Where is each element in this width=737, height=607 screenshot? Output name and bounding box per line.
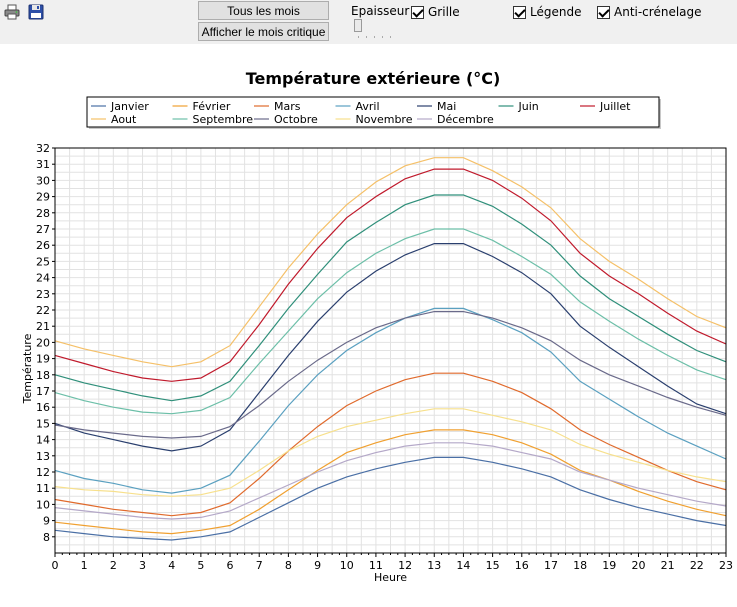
series-line [54, 157, 727, 368]
slider-tick [366, 36, 367, 38]
legend-entry: Décembre [437, 113, 494, 126]
y-tick-label: 23 [36, 288, 50, 301]
legend-entry: Juillet [599, 100, 631, 113]
legend-entry: Mars [274, 100, 301, 113]
x-tick-label: 4 [168, 559, 175, 572]
y-tick-label: 18 [36, 369, 50, 382]
x-axis-label: Heure [374, 571, 407, 584]
x-tick-label: 0 [52, 559, 59, 572]
x-tick-label: 23 [719, 559, 733, 572]
x-tick-label: 2 [110, 559, 117, 572]
y-tick-label: 17 [36, 385, 50, 398]
x-tick-label: 11 [369, 559, 383, 572]
y-tick-label: 9 [43, 515, 50, 528]
thickness-label: Epaisseur [351, 4, 410, 18]
legend-entry: Avril [356, 100, 380, 113]
temperature-chart: Température extérieure (°C) Janvier Févrie… [21, 69, 733, 584]
series-line [54, 168, 727, 382]
series-line [54, 311, 727, 439]
legend-entry: Aout [111, 113, 137, 126]
x-tick-label: 10 [340, 559, 354, 572]
x-tick-label: 13 [427, 559, 441, 572]
floppy-disk-icon[interactable] [28, 4, 44, 20]
y-tick-label: 21 [36, 320, 50, 333]
series-line [54, 372, 727, 517]
all-months-button[interactable]: Tous les mois [198, 1, 329, 20]
legend-entry: Juin [518, 100, 539, 113]
legend-checkbox[interactable]: Légende [513, 4, 581, 20]
slider-tick [390, 36, 391, 38]
series-line [54, 442, 727, 520]
legend-checkbox-label: Légende [530, 5, 582, 19]
y-tick-label: 16 [36, 401, 50, 414]
series-line [54, 243, 727, 452]
x-tick-label: 6 [227, 559, 234, 572]
legend-entry: Octobre [274, 113, 318, 126]
y-tick-label: 26 [36, 239, 50, 252]
x-tick-label: 18 [573, 559, 587, 572]
checkbox-checked-icon[interactable] [597, 5, 610, 19]
slider-tick [382, 36, 383, 38]
toolbar: Tous les mois Afficher le mois critique … [0, 0, 737, 44]
series-line [54, 307, 727, 494]
y-tick-label: 24 [36, 272, 50, 285]
y-tick-label: 25 [36, 255, 50, 268]
y-tick-label: 15 [36, 417, 50, 430]
x-tick-label: 14 [456, 559, 470, 572]
series-line [54, 456, 727, 541]
x-tick-label: 5 [197, 559, 204, 572]
series-line [54, 228, 727, 415]
x-tick-label: 9 [314, 559, 321, 572]
thickness-slider[interactable] [352, 19, 398, 39]
y-tick-label: 10 [36, 498, 50, 511]
y-tick-label: 20 [36, 336, 50, 349]
series-line [54, 194, 727, 402]
x-tick-label: 20 [631, 559, 645, 572]
y-tick-label: 12 [36, 466, 50, 479]
grid-checkbox-label: Grille [428, 5, 460, 19]
slider-tick [358, 36, 359, 38]
legend-box [86, 96, 660, 128]
y-tick-label: 11 [36, 482, 50, 495]
critical-month-button[interactable]: Afficher le mois critique [198, 22, 329, 41]
y-tick-label: 8 [43, 531, 50, 544]
slider-thumb[interactable] [354, 19, 362, 32]
printer-icon[interactable] [4, 4, 20, 20]
antialias-checkbox-label: Anti-crénelage [614, 5, 702, 19]
x-tick-label: 17 [544, 559, 558, 572]
grid-checkbox[interactable]: Grille [411, 4, 460, 20]
checkbox-checked-icon[interactable] [411, 5, 424, 19]
legend-entry: Février [193, 100, 231, 113]
y-axis-label: Température [21, 333, 34, 404]
x-tick-label: 1 [81, 559, 88, 572]
y-tick-label: 30 [36, 174, 50, 187]
slider-tick [374, 36, 375, 38]
y-tick-label: 29 [36, 191, 50, 204]
legend-entry: Mai [437, 100, 456, 113]
antialias-checkbox[interactable]: Anti-crénelage [597, 4, 702, 20]
y-tick-label: 32 [36, 142, 50, 155]
x-tick-label: 21 [661, 559, 675, 572]
x-tick-label: 16 [515, 559, 529, 572]
chart-title: Température extérieure (°C) [246, 69, 501, 88]
y-tick-label: 28 [36, 207, 50, 220]
y-tick-label: 27 [36, 223, 50, 236]
legend-entry: Janvier [110, 100, 149, 113]
legend-entry: Septembre [193, 113, 254, 126]
x-tick-label: 15 [486, 559, 500, 572]
y-tick-label: 31 [36, 158, 50, 171]
x-tick-label: 8 [285, 559, 292, 572]
x-tick-label: 12 [398, 559, 412, 572]
checkbox-checked-icon[interactable] [513, 5, 526, 19]
x-tick-label: 22 [690, 559, 704, 572]
legend-entry: Novembre [356, 113, 413, 126]
y-tick-label: 13 [36, 450, 50, 463]
y-tick-label: 14 [36, 434, 50, 447]
x-tick-label: 19 [602, 559, 616, 572]
y-tick-label: 22 [36, 304, 50, 317]
y-tick-label: 19 [36, 353, 50, 366]
x-tick-label: 3 [139, 559, 146, 572]
series-line [54, 408, 727, 497]
x-tick-label: 7 [256, 559, 263, 572]
